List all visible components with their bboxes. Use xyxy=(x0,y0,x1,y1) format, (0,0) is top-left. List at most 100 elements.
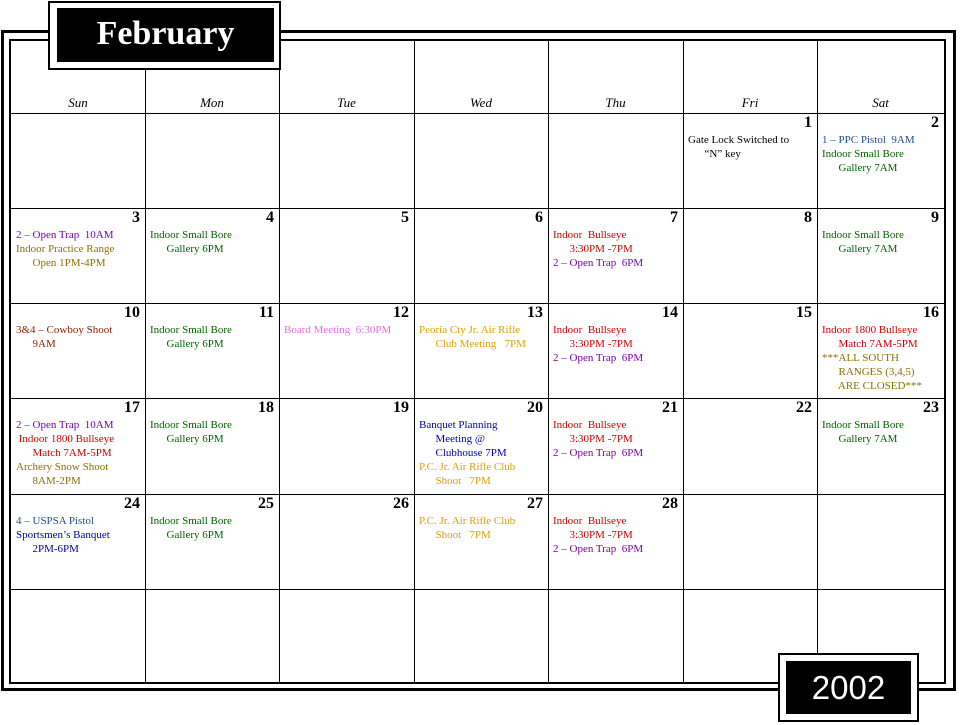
event-entry[interactable]: ***ALL SOUTH RANGES (3,4,5) ARE CLOSED**… xyxy=(822,352,922,392)
day-cell[interactable]: 25 Indoor Small Bore Gallery 6PM xyxy=(145,494,280,590)
day-cell[interactable]: 23 Indoor Small Bore Gallery 7AM xyxy=(817,398,944,495)
day-cell[interactable]: 16 Indoor 1800 Bullseye Match 7AM-5PM ***A… xyxy=(817,303,944,399)
event-entry[interactable]: 2 – Open Trap 6PM xyxy=(553,352,644,364)
day-cell[interactable] xyxy=(683,494,818,590)
event-entry[interactable]: Indoor Small Bore Gallery 7AM xyxy=(822,148,904,174)
weekday-header-cell: Thu xyxy=(548,41,684,114)
event-entry[interactable]: Indoor Small Bore Gallery 6PM xyxy=(150,229,232,255)
day-cell[interactable] xyxy=(414,113,549,209)
day-number: 3 xyxy=(132,209,140,226)
event-entry[interactable]: 2 – Open Trap 6PM xyxy=(553,447,644,459)
day-events: 1 – PPC Pistol 9AM Indoor Small Bore Gall… xyxy=(822,133,941,175)
day-number: 7 xyxy=(670,209,678,226)
day-cell[interactable]: 2 1 – PPC Pistol 9AM Indoor Small Bore Gal… xyxy=(817,113,944,209)
day-cell[interactable]: 4 Indoor Small Bore Gallery 6PM xyxy=(145,208,280,304)
day-cell[interactable]: 8 xyxy=(683,208,818,304)
event-entry[interactable]: P.C. Jr. Air Rifle Club Shoot 7PM xyxy=(419,461,516,487)
day-cell[interactable] xyxy=(548,113,684,209)
day-cell[interactable] xyxy=(548,589,684,682)
day-cell[interactable] xyxy=(11,589,146,682)
day-cell[interactable]: 11 Indoor Small Bore Gallery 6PM xyxy=(145,303,280,399)
day-cell[interactable]: 27 P.C. Jr. Air Rifle Club Shoot 7PM xyxy=(414,494,549,590)
event-entry[interactable]: Indoor Practice Range Open 1PM-4PM xyxy=(16,243,115,269)
event-entry[interactable]: Indoor Bullseye 3:30PM -7PM xyxy=(553,515,633,541)
day-events: Board Meeting 6:30PM xyxy=(284,323,411,337)
day-number: 26 xyxy=(393,495,409,512)
event-entry[interactable]: Indoor 1800 Bullseye Match 7AM-5PM xyxy=(18,433,115,459)
day-cell[interactable]: 13 Peoria Cty Jr. Air Rifle Club Meeting … xyxy=(414,303,549,399)
day-cell[interactable] xyxy=(683,589,818,682)
day-cell[interactable]: 28 Indoor Bullseye 3:30PM -7PM 2 – Open Tr… xyxy=(548,494,684,590)
event-entry[interactable]: Peoria Cty Jr. Air Rifle Club Meeting 7P… xyxy=(419,324,526,350)
day-cell[interactable]: 19 xyxy=(279,398,415,495)
event-entry[interactable]: Archery Snow Shoot 8AM-2PM xyxy=(16,461,109,487)
day-cell[interactable]: 18 Indoor Small Bore Gallery 6PM xyxy=(145,398,280,495)
day-cell[interactable]: 3 2 – Open Trap 10AM Indoor Practice Range… xyxy=(11,208,146,304)
day-cell[interactable]: 24 4 – USPSA Pistol Sportsmen’s Banquet 2P… xyxy=(11,494,146,590)
day-number: 4 xyxy=(266,209,274,226)
weekday-label: Mon xyxy=(200,95,224,110)
day-cell[interactable]: 20 Banquet Planning Meeting @ Clubhouse 7… xyxy=(414,398,549,495)
day-cell[interactable] xyxy=(414,589,549,682)
event-entry[interactable]: Banquet Planning Meeting @ Clubhouse 7PM xyxy=(419,419,507,459)
day-number: 18 xyxy=(258,399,274,416)
day-events: Indoor Bullseye 3:30PM -7PM 2 – Open Trap… xyxy=(553,228,680,270)
day-number: 27 xyxy=(527,495,543,512)
day-number: 21 xyxy=(662,399,678,416)
day-cell[interactable]: 15 xyxy=(683,303,818,399)
year-title: 2002 xyxy=(786,661,911,714)
day-cell[interactable]: 5 xyxy=(279,208,415,304)
day-cell[interactable] xyxy=(145,589,280,682)
event-entry[interactable]: Indoor Bullseye 3:30PM -7PM xyxy=(553,229,633,255)
event-entry[interactable]: P.C. Jr. Air Rifle Club Shoot 7PM xyxy=(419,515,516,541)
day-number: 15 xyxy=(796,304,812,321)
day-number: 24 xyxy=(124,495,140,512)
day-cell[interactable]: 26 xyxy=(279,494,415,590)
event-entry[interactable]: Indoor Small Bore Gallery 7AM xyxy=(822,419,904,445)
event-entry[interactable]: Indoor Small Bore Gallery 6PM xyxy=(150,419,232,445)
day-cell[interactable]: 10 3&4 – Cowboy Shoot 9AM xyxy=(11,303,146,399)
day-cell[interactable] xyxy=(145,113,280,209)
day-cell[interactable]: 22 xyxy=(683,398,818,495)
day-cell[interactable] xyxy=(279,113,415,209)
day-cell[interactable]: 6 xyxy=(414,208,549,304)
event-entry[interactable]: Gate Lock Switched to “N” key xyxy=(688,134,790,160)
event-entry[interactable]: Indoor Small Bore Gallery 6PM xyxy=(150,515,232,541)
event-entry[interactable]: Indoor Small Bore Gallery 6PM xyxy=(150,324,232,350)
calendar-outer-frame xyxy=(1,30,956,691)
day-events: Indoor Bullseye 3:30PM -7PM 2 – Open Trap… xyxy=(553,323,680,365)
day-number: 2 xyxy=(931,114,939,131)
day-events: Indoor Small Bore Gallery 6PM xyxy=(150,228,276,256)
day-events: P.C. Jr. Air Rifle Club Shoot 7PM xyxy=(419,514,545,542)
day-cell[interactable]: 17 2 – Open Trap 10AM Indoor 1800 Bullsey… xyxy=(11,398,146,495)
event-entry[interactable]: Indoor Bullseye 3:30PM -7PM xyxy=(553,324,633,350)
weekday-label: Sat xyxy=(872,95,889,110)
day-cell[interactable]: 1 Gate Lock Switched to “N” key xyxy=(683,113,818,209)
day-cell[interactable]: 21 Indoor Bullseye 3:30PM -7PM 2 – Open Tr… xyxy=(548,398,684,495)
event-entry[interactable]: 2 – Open Trap 6PM xyxy=(553,543,644,555)
weekday-label: Sun xyxy=(68,95,88,110)
day-events: Indoor Bullseye 3:30PM -7PM 2 – Open Trap… xyxy=(553,514,680,556)
day-cell[interactable]: 14 Indoor Bullseye 3:30PM -7PM 2 – Open Tr… xyxy=(548,303,684,399)
day-cell[interactable]: 12 Board Meeting 6:30PM xyxy=(279,303,415,399)
event-entry[interactable]: 3&4 – Cowboy Shoot 9AM xyxy=(16,324,113,350)
event-entry[interactable]: 4 – USPSA Pistol xyxy=(16,515,94,527)
day-cell[interactable] xyxy=(817,494,944,590)
day-cell[interactable]: 7 Indoor Bullseye 3:30PM -7PM 2 – Open Tra… xyxy=(548,208,684,304)
event-entry[interactable]: Indoor Bullseye 3:30PM -7PM xyxy=(553,419,633,445)
weekday-header-cell: Sun xyxy=(11,41,146,114)
weekday-header-cell: Tue xyxy=(279,41,415,114)
event-entry[interactable]: 2 – Open Trap 10AM xyxy=(16,229,114,241)
event-entry[interactable]: 2 – Open Trap 6PM xyxy=(553,257,644,269)
day-cell[interactable]: 9 Indoor Small Bore Gallery 7AM xyxy=(817,208,944,304)
event-entry[interactable]: Board Meeting 6:30PM xyxy=(284,324,392,336)
day-number: 13 xyxy=(527,304,543,321)
event-entry[interactable]: 1 – PPC Pistol 9AM xyxy=(822,134,915,146)
day-cell[interactable] xyxy=(279,589,415,682)
day-cell[interactable] xyxy=(11,113,146,209)
event-entry[interactable]: 2 – Open Trap 10AM xyxy=(16,419,114,431)
calendar-grid: Sun Mon Tue Wed Thu Fri Sat 1 Gate Lock Switched… xyxy=(11,41,944,682)
event-entry[interactable]: Indoor 1800 Bullseye Match 7AM-5PM xyxy=(822,324,918,350)
event-entry[interactable]: Indoor Small Bore Gallery 7AM xyxy=(822,229,904,255)
event-entry[interactable]: Sportsmen’s Banquet 2PM-6PM xyxy=(16,529,110,555)
